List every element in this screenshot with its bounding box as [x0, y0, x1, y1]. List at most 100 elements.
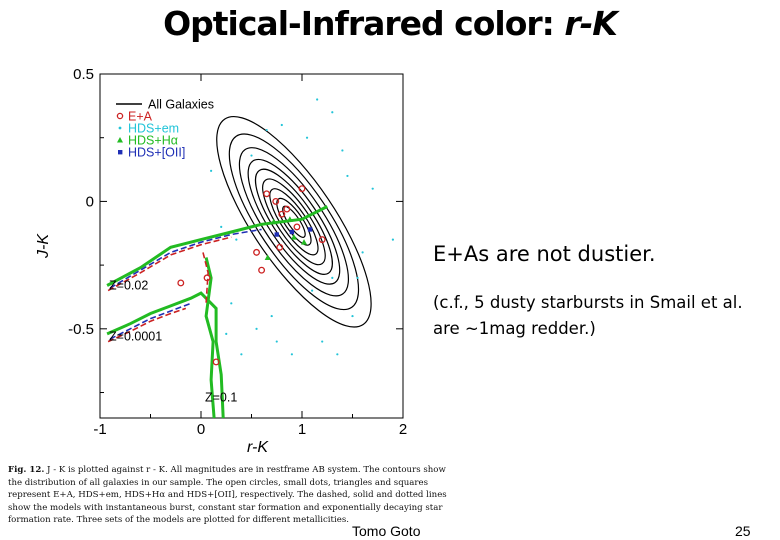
hds-em-point: [290, 353, 293, 356]
hds-em-point: [240, 353, 243, 356]
author-name: Tomo Goto: [352, 523, 421, 539]
caption-label: Fig. 12.: [8, 465, 45, 475]
hds-oii-point: [289, 229, 295, 235]
page-number: 25: [735, 523, 751, 539]
hds-em-point: [351, 314, 354, 318]
hds-em-point: [230, 302, 233, 305]
hds-em-point: [316, 98, 319, 101]
ea-point: [177, 279, 185, 287]
model-track: [109, 302, 192, 340]
hds-em-point: [391, 238, 394, 241]
ea-point: [283, 205, 291, 213]
hds-em-point: [270, 314, 273, 318]
legend-label: HDS+em: [128, 122, 179, 136]
galaxy-contour: [254, 168, 333, 275]
hds-ha-point: [286, 216, 293, 222]
note-sub: (c.f., 5 dusty starbursts in Smail et al…: [433, 293, 743, 338]
ea-point: [298, 185, 306, 193]
model-tracks: [106, 205, 328, 419]
galaxy-contour: [269, 188, 319, 256]
title-italic: r-K: [564, 4, 618, 43]
hds-em-point: [210, 169, 213, 172]
galaxy-contour: [276, 197, 312, 246]
hds-em-point: [321, 340, 324, 343]
contours: [216, 115, 372, 328]
hds-em-point: [331, 111, 334, 114]
x-axis-label: r-K: [247, 439, 269, 456]
ea-point: [278, 210, 286, 218]
caption-text: J - K is plotted against r - K. All magn…: [8, 465, 447, 525]
title-main: Optical-Infrared color:: [163, 4, 565, 43]
model-annotation: Z=0.0001: [109, 329, 162, 343]
model-track: [106, 291, 225, 419]
model-track: [109, 228, 262, 289]
x-tick-label: 0: [197, 421, 205, 438]
legend-circle-swatch: [116, 112, 124, 120]
ea-point: [258, 266, 266, 274]
x-tick-label: 1: [298, 421, 306, 438]
model-track: [107, 236, 232, 292]
galaxy-contour: [216, 115, 372, 328]
model-track: [107, 307, 187, 343]
ea-point: [276, 243, 284, 251]
legend-square-swatch: [118, 150, 123, 155]
hds-em-point: [371, 187, 374, 190]
model-track: [204, 257, 216, 419]
y-axis-label: J-K: [35, 233, 52, 259]
hds-em-point: [341, 149, 344, 152]
hds-em-point: [250, 154, 253, 157]
hds-em-point: [331, 276, 334, 279]
model-annotation: Z=0.02: [109, 278, 148, 292]
hds-ha-point: [290, 234, 297, 240]
hds-em-point: [225, 332, 228, 336]
hds-em-point: [220, 225, 223, 228]
galaxy-contour: [238, 147, 350, 297]
hds-ha-point: [270, 218, 277, 225]
annotations: Z=0.02 Z=0.0001 Z=0.1: [109, 278, 237, 404]
ea-point: [212, 358, 220, 366]
ea-point: [318, 236, 326, 244]
hds-ha-point: [301, 239, 308, 245]
hds-em-point: [336, 353, 339, 356]
legend-triangle-swatch: [117, 137, 123, 143]
legend-label: HDS+[OII]: [128, 146, 185, 160]
ea-point: [203, 274, 211, 282]
legend-label: HDS+Hα: [128, 134, 178, 148]
hds-em-point: [275, 340, 278, 343]
y-tick-label: 0: [86, 193, 94, 210]
x-tick-label: -1: [93, 421, 106, 438]
data-points: [177, 98, 394, 366]
model-track: [202, 252, 209, 304]
hds-em-point: [305, 136, 309, 139]
note-main: E+As are not dustier.: [433, 242, 656, 266]
hds-em-point: [346, 174, 349, 178]
galaxy-contour: [247, 158, 341, 285]
legend-dot-swatch: [118, 126, 122, 130]
ea-point: [253, 248, 260, 256]
hds-em-point: [235, 238, 238, 241]
legend-label: E+A: [128, 110, 153, 124]
hds-oii-point: [307, 227, 313, 232]
galaxy-contour: [262, 178, 326, 266]
slide-title: Optical-Infrared color: r-K: [0, 4, 780, 43]
tick-labels: -1 0 1 2 0.5 0 -0.5 r-K J-K: [35, 66, 407, 456]
hds-em-point: [255, 327, 258, 330]
hds-em-point: [356, 276, 359, 279]
hds-em-point: [265, 128, 268, 132]
hds-oii-point: [274, 232, 279, 237]
figure-caption: Fig. 12. J - K is plotted against r - K.…: [8, 464, 454, 527]
galaxy-contour: [228, 133, 360, 311]
ea-point: [272, 197, 280, 205]
hds-ha-point: [264, 254, 271, 260]
hds-em-point: [311, 289, 314, 292]
model-track: [106, 205, 328, 287]
axes-frame: [99, 73, 404, 419]
ea-point: [263, 190, 271, 198]
ea-point: [293, 223, 301, 231]
x-tick-label: 2: [399, 421, 407, 438]
model-annotation: Z=0.1: [205, 391, 237, 405]
y-tick-label: 0.5: [73, 66, 94, 83]
hds-em-point: [361, 251, 364, 254]
